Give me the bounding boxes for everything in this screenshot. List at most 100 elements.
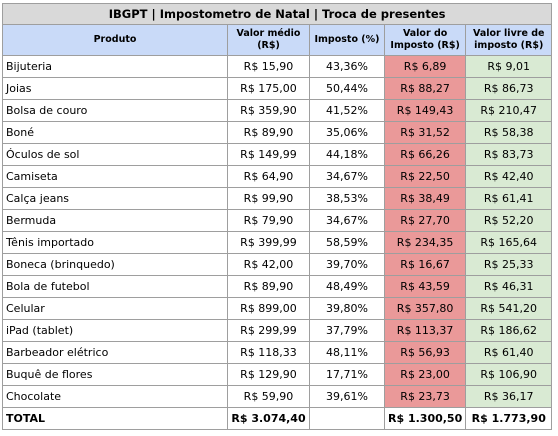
header-valor-medio[interactable]: Valor médio (R$) <box>227 24 310 56</box>
cell-produto[interactable]: iPad (tablet) <box>2 319 228 342</box>
table-row: Calça jeans R$ 99,90 38,53% R$ 38,49 R$ 61,4… <box>2 187 553 210</box>
cell-produto[interactable]: Bola de futebol <box>2 275 228 298</box>
cell-valor-livre[interactable]: R$ 36,17 <box>465 385 553 408</box>
cell-valor-imposto[interactable]: R$ 113,37 <box>383 319 467 342</box>
cell-valor-imposto[interactable]: R$ 43,59 <box>383 275 467 298</box>
cell-valor-livre[interactable]: R$ 165,64 <box>465 231 553 254</box>
cell-valor-medio[interactable]: R$ 99,90 <box>227 187 310 210</box>
cell-imposto-pct[interactable]: 17,71% <box>309 363 385 386</box>
cell-produto[interactable]: Bermuda <box>2 209 228 232</box>
cell-imposto-pct[interactable]: 34,67% <box>309 209 385 232</box>
cell-imposto-pct[interactable]: 48,49% <box>309 275 385 298</box>
cell-produto[interactable]: Barbeador elétrico <box>2 341 228 364</box>
cell-valor-livre[interactable]: R$ 9,01 <box>465 55 553 78</box>
cell-produto[interactable]: Bijuteria <box>2 55 228 78</box>
cell-valor-medio[interactable]: R$ 89,90 <box>227 275 310 298</box>
cell-valor-medio[interactable]: R$ 399,99 <box>227 231 310 254</box>
table-row: Boné R$ 89,90 35,06% R$ 31,52 R$ 58,38 <box>2 121 553 144</box>
cell-valor-medio[interactable]: R$ 118,33 <box>227 341 310 364</box>
cell-imposto-pct[interactable]: 41,52% <box>309 99 385 122</box>
cell-produto[interactable]: Buquê de flores <box>2 363 228 386</box>
header-produto[interactable]: Produto <box>2 24 228 56</box>
total-valor-medio[interactable]: R$ 3.074,40 <box>227 407 310 430</box>
cell-produto[interactable]: Tênis importado <box>2 231 228 254</box>
cell-imposto-pct[interactable]: 37,79% <box>309 319 385 342</box>
cell-produto[interactable]: Óculos de sol <box>2 143 228 166</box>
cell-valor-medio[interactable]: R$ 59,90 <box>227 385 310 408</box>
cell-valor-medio[interactable]: R$ 42,00 <box>227 253 310 276</box>
table-row: Bermuda R$ 79,90 34,67% R$ 27,70 R$ 52,20 <box>2 209 553 232</box>
cell-valor-imposto[interactable]: R$ 38,49 <box>383 187 467 210</box>
cell-valor-medio[interactable]: R$ 299,99 <box>227 319 310 342</box>
cell-valor-livre[interactable]: R$ 46,31 <box>465 275 553 298</box>
cell-produto[interactable]: Celular <box>2 297 228 320</box>
cell-valor-imposto[interactable]: R$ 88,27 <box>383 77 467 100</box>
cell-imposto-pct[interactable]: 34,67% <box>309 165 385 188</box>
cell-valor-medio[interactable]: R$ 129,90 <box>227 363 310 386</box>
cell-imposto-pct[interactable]: 39,80% <box>309 297 385 320</box>
table-row: Óculos de sol R$ 149,99 44,18% R$ 66,26 R$ 8… <box>2 143 553 166</box>
cell-valor-imposto[interactable]: R$ 27,70 <box>383 209 467 232</box>
total-label[interactable]: TOTAL <box>2 407 228 430</box>
cell-valor-imposto[interactable]: R$ 31,52 <box>383 121 467 144</box>
header-imposto-pct[interactable]: Imposto (%) <box>309 24 385 56</box>
cell-valor-livre[interactable]: R$ 25,33 <box>465 253 553 276</box>
cell-valor-livre[interactable]: R$ 42,40 <box>465 165 553 188</box>
cell-valor-livre[interactable]: R$ 186,62 <box>465 319 553 342</box>
cell-produto[interactable]: Chocolate <box>2 385 228 408</box>
cell-imposto-pct[interactable]: 38,53% <box>309 187 385 210</box>
cell-produto[interactable]: Boné <box>2 121 228 144</box>
table-row: Camiseta R$ 64,90 34,67% R$ 22,50 R$ 42,40 <box>2 165 553 188</box>
table-row: Tênis importado R$ 399,99 58,59% R$ 234,35 R… <box>2 231 553 254</box>
cell-produto[interactable]: Calça jeans <box>2 187 228 210</box>
cell-valor-medio[interactable]: R$ 149,99 <box>227 143 310 166</box>
total-imposto-pct[interactable] <box>309 407 385 430</box>
cell-imposto-pct[interactable]: 35,06% <box>309 121 385 144</box>
cell-imposto-pct[interactable]: 39,70% <box>309 253 385 276</box>
cell-produto[interactable]: Boneca (brinquedo) <box>2 253 228 276</box>
cell-valor-medio[interactable]: R$ 175,00 <box>227 77 310 100</box>
cell-valor-livre[interactable]: R$ 52,20 <box>465 209 553 232</box>
total-valor-livre[interactable]: R$ 1.773,90 <box>465 407 553 430</box>
table-row: Buquê de flores R$ 129,90 17,71% R$ 23,00 R$… <box>2 363 553 386</box>
cell-valor-livre[interactable]: R$ 541,20 <box>465 297 553 320</box>
cell-imposto-pct[interactable]: 48,11% <box>309 341 385 364</box>
header-valor-imposto[interactable]: Valor do Imposto (R$) <box>383 24 467 56</box>
cell-imposto-pct[interactable]: 43,36% <box>309 55 385 78</box>
title-row: IBGPT | Impostometro de Natal | Troca de… <box>1 3 553 25</box>
cell-valor-livre[interactable]: R$ 83,73 <box>465 143 553 166</box>
cell-valor-livre[interactable]: R$ 58,38 <box>465 121 553 144</box>
cell-produto[interactable]: Camiseta <box>2 165 228 188</box>
cell-valor-imposto[interactable]: R$ 234,35 <box>383 231 467 254</box>
cell-produto[interactable]: Bolsa de couro <box>2 99 228 122</box>
total-valor-imposto[interactable]: R$ 1.300,50 <box>383 407 467 430</box>
cell-valor-imposto[interactable]: R$ 22,50 <box>383 165 467 188</box>
cell-produto[interactable]: Joias <box>2 77 228 100</box>
cell-valor-imposto[interactable]: R$ 56,93 <box>383 341 467 364</box>
cell-valor-livre[interactable]: R$ 210,47 <box>465 99 553 122</box>
cell-valor-livre[interactable]: R$ 86,73 <box>465 77 553 100</box>
cell-valor-livre[interactable]: R$ 61,40 <box>465 341 553 364</box>
cell-imposto-pct[interactable]: 50,44% <box>309 77 385 100</box>
cell-imposto-pct[interactable]: 58,59% <box>309 231 385 254</box>
header-valor-livre[interactable]: Valor livre de imposto (R$) <box>465 24 553 56</box>
cell-valor-imposto[interactable]: R$ 66,26 <box>383 143 467 166</box>
cell-valor-medio[interactable]: R$ 359,90 <box>227 99 310 122</box>
cell-valor-medio[interactable]: R$ 89,90 <box>227 121 310 144</box>
cell-valor-imposto[interactable]: R$ 23,00 <box>383 363 467 386</box>
cell-valor-medio[interactable]: R$ 79,90 <box>227 209 310 232</box>
cell-valor-imposto[interactable]: R$ 6,89 <box>383 55 467 78</box>
cell-valor-imposto[interactable]: R$ 16,67 <box>383 253 467 276</box>
table-row: Bijuteria R$ 15,90 43,36% R$ 6,89 R$ 9,01 <box>2 55 553 78</box>
cell-valor-medio[interactable]: R$ 899,00 <box>227 297 310 320</box>
cell-valor-imposto[interactable]: R$ 23,73 <box>383 385 467 408</box>
sheet-title[interactable]: IBGPT | Impostometro de Natal | Troca de… <box>1 3 553 25</box>
cell-valor-livre[interactable]: R$ 61,41 <box>465 187 553 210</box>
cell-valor-imposto[interactable]: R$ 149,43 <box>383 99 467 122</box>
cell-valor-medio[interactable]: R$ 15,90 <box>227 55 310 78</box>
cell-valor-imposto[interactable]: R$ 357,80 <box>383 297 467 320</box>
cell-imposto-pct[interactable]: 44,18% <box>309 143 385 166</box>
cell-valor-medio[interactable]: R$ 64,90 <box>227 165 310 188</box>
cell-imposto-pct[interactable]: 39,61% <box>309 385 385 408</box>
cell-valor-livre[interactable]: R$ 106,90 <box>465 363 553 386</box>
